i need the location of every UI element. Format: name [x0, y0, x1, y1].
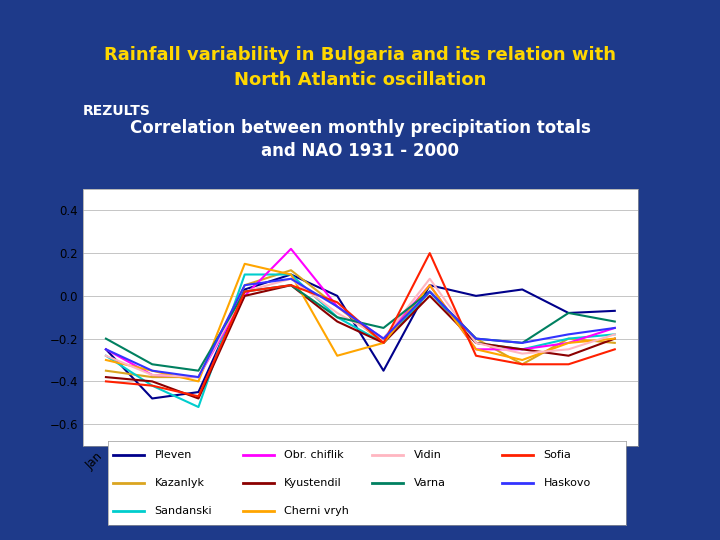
Text: Kazanlyk: Kazanlyk [155, 478, 204, 488]
Text: Kyustendil: Kyustendil [284, 478, 342, 488]
Text: Rainfall variability in Bulgaria and its relation with
North Atlantic oscillatio: Rainfall variability in Bulgaria and its… [104, 46, 616, 89]
Text: Haskovo: Haskovo [544, 478, 590, 488]
Text: Varna: Varna [414, 478, 446, 488]
Text: Sofia: Sofia [544, 450, 572, 460]
Text: Sandanski: Sandanski [155, 506, 212, 516]
Text: Cherni vryh: Cherni vryh [284, 506, 349, 516]
Text: Pleven: Pleven [155, 450, 192, 460]
Text: Vidin: Vidin [414, 450, 442, 460]
Text: Correlation between monthly precipitation totals
and NAO 1931 - 2000: Correlation between monthly precipitatio… [130, 119, 590, 160]
Text: Obr. chiflik: Obr. chiflik [284, 450, 344, 460]
Text: REZULTS: REZULTS [83, 104, 150, 118]
